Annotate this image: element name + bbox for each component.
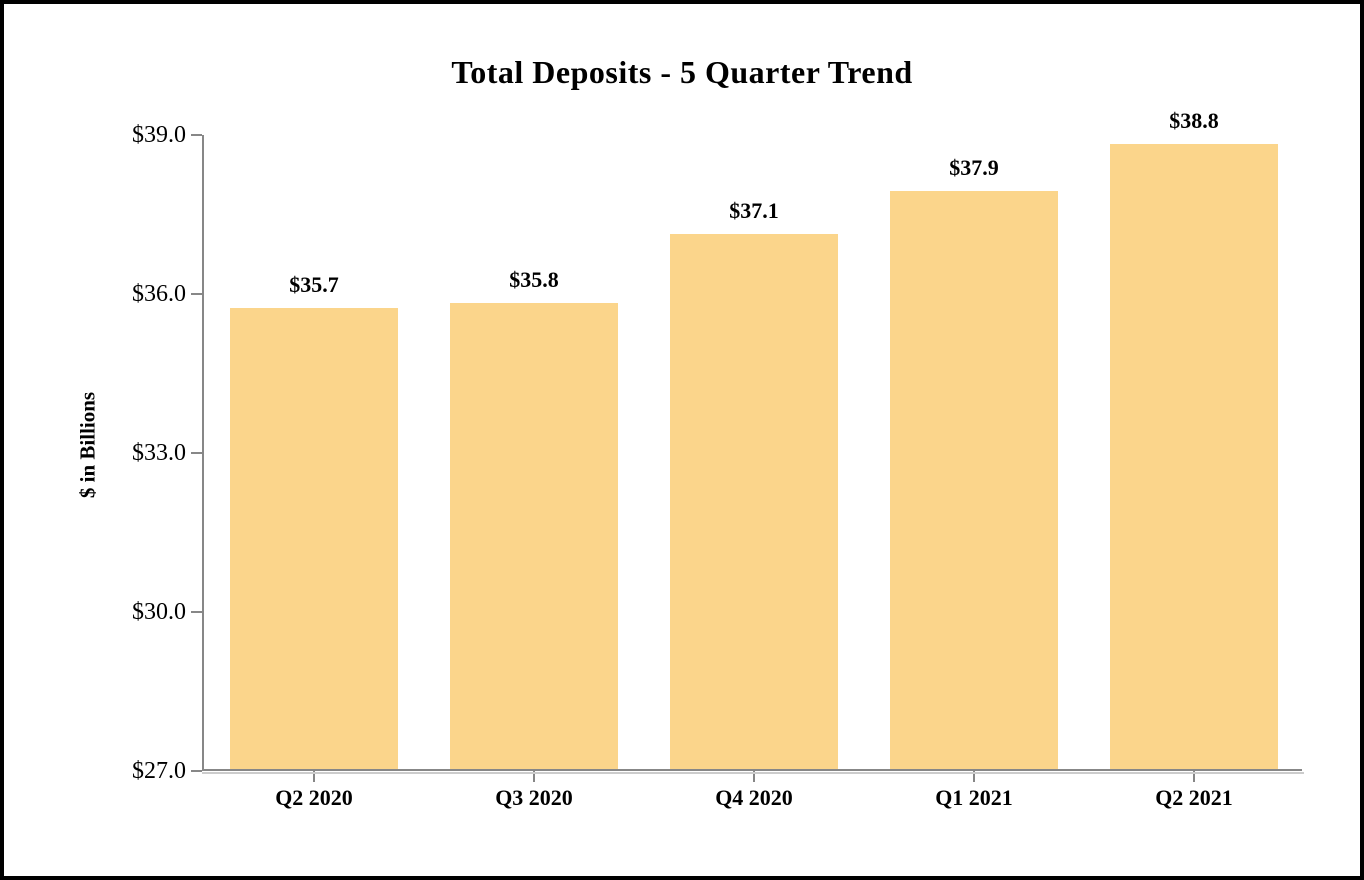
chart-title: Total Deposits - 5 Quarter Trend (451, 54, 913, 90)
y-tick-mark (191, 770, 202, 772)
bar-value-label: $37.1 (729, 198, 779, 223)
bar (450, 303, 618, 769)
y-tick-label: $39.0 (132, 122, 186, 148)
x-tick-mark (753, 771, 755, 782)
bar-value-label: $37.9 (949, 155, 999, 180)
x-tick-label: Q4 2020 (715, 785, 793, 810)
y-tick-mark (191, 134, 202, 136)
x-tick-mark (1193, 771, 1195, 782)
x-tick-label: Q1 2021 (935, 785, 1013, 810)
x-tick-mark (973, 771, 975, 782)
bar-value-label: $35.7 (289, 272, 339, 297)
y-tick-mark (191, 611, 202, 613)
x-tick-mark (313, 771, 315, 782)
bar-value-label: $38.8 (1169, 108, 1219, 133)
bar (670, 234, 838, 769)
y-axis-title: $ in Billions (75, 391, 100, 499)
plot-area: $27.0 $30.0 $33.0 $36.0 $39.0 $35.7 $35.8 $37.… (132, 108, 1304, 810)
bar (890, 191, 1058, 769)
x-tick-label: Q2 2021 (1155, 785, 1233, 810)
y-tick-label: $30.0 (132, 599, 186, 625)
x-tick-mark (533, 771, 535, 782)
y-tick-mark (191, 293, 202, 295)
bar (230, 308, 398, 769)
bar (1110, 144, 1278, 769)
x-tick-label: Q3 2020 (495, 785, 573, 810)
y-tick-label: $33.0 (132, 440, 186, 466)
x-tick-label: Q2 2020 (275, 785, 353, 810)
bar-value-label: $35.8 (509, 267, 559, 292)
y-tick-mark (191, 452, 202, 454)
y-tick-label: $27.0 (132, 758, 186, 784)
y-tick-label: $36.0 (132, 281, 186, 307)
